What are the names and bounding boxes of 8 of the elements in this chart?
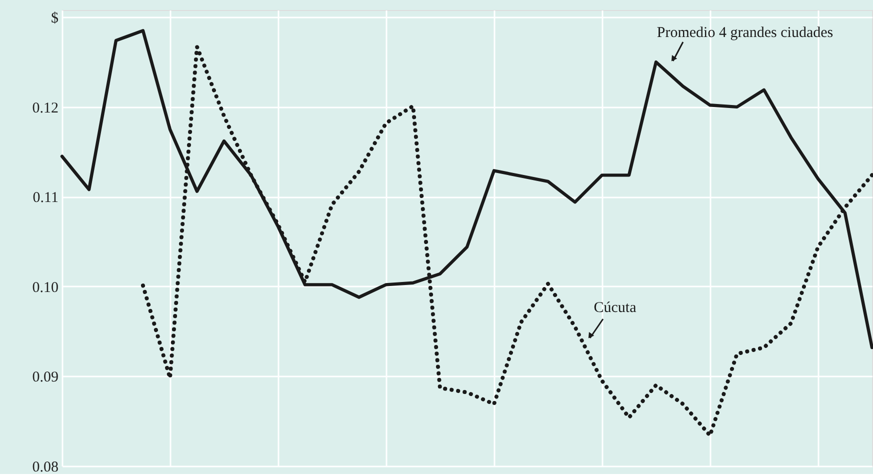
series-label: Cúcuta — [594, 300, 637, 316]
y-tick-label: $ — [51, 10, 59, 27]
y-tick-label: 0.12 — [32, 100, 58, 116]
y-tick-label: 0.11 — [32, 190, 58, 206]
y-tick-label: 0.08 — [32, 460, 58, 476]
y-tick-label: 0.10 — [32, 280, 58, 296]
series-label: Promedio 4 grandes ciudades — [656, 25, 834, 41]
y-tick-label: 0.09 — [32, 370, 58, 386]
